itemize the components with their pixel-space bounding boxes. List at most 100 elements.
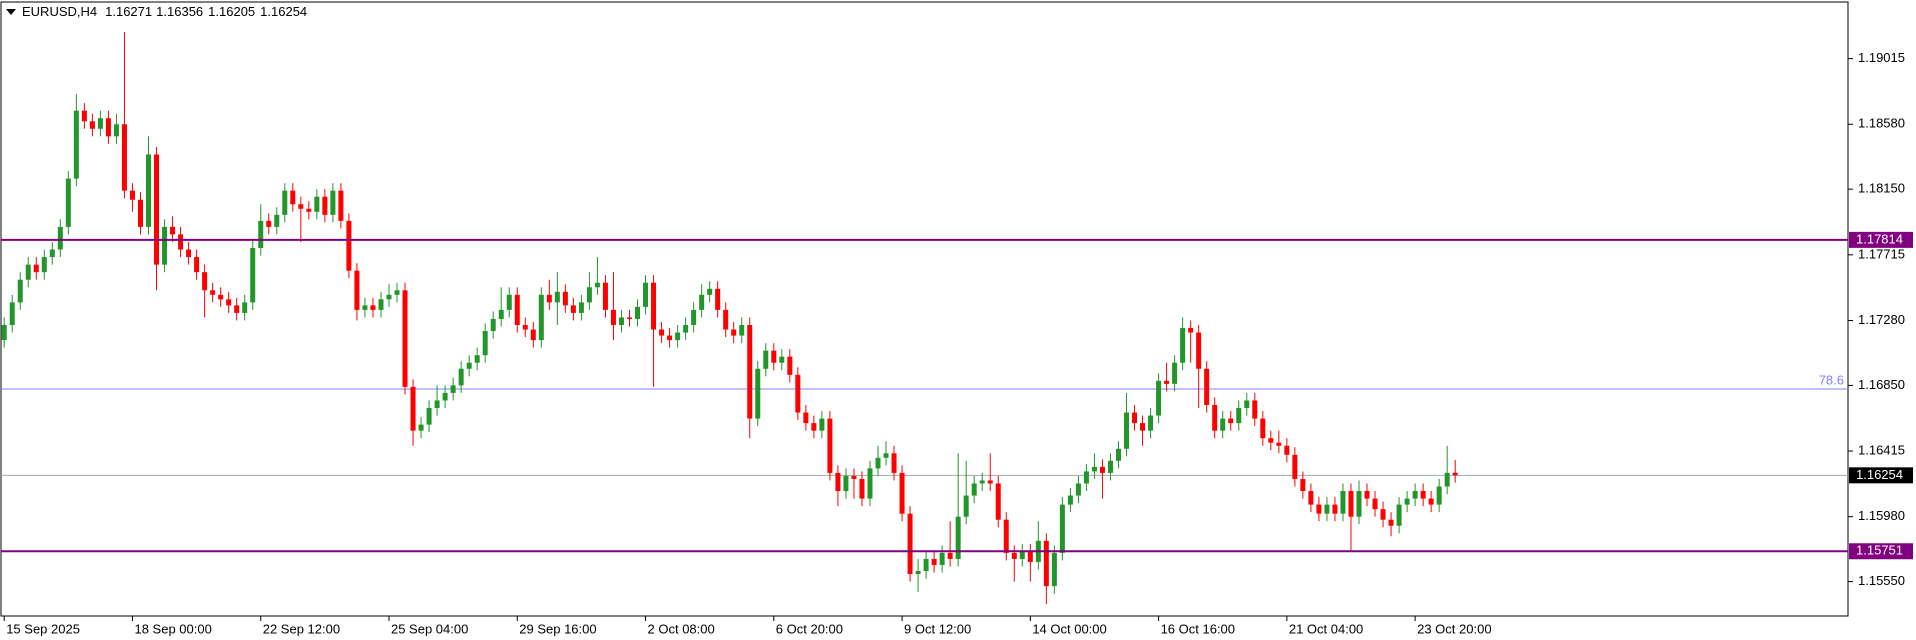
candle-body xyxy=(602,282,608,310)
x-tick-label: 18 Sep 00:00 xyxy=(134,621,211,636)
plot-frame xyxy=(0,1,1849,617)
candle-body xyxy=(747,324,753,419)
candle-body xyxy=(89,121,95,129)
candle-body xyxy=(49,249,55,258)
candle-body xyxy=(1188,328,1194,333)
fib-label: 78.6 xyxy=(1819,372,1844,387)
candle-body xyxy=(1412,491,1418,499)
y-tick-label: 1.18150 xyxy=(1858,181,1905,196)
candle-body xyxy=(474,355,480,363)
candle-body xyxy=(9,302,15,325)
candle-body xyxy=(819,418,825,431)
candle-body xyxy=(490,318,496,332)
candle-body xyxy=(1220,418,1226,431)
candle-body xyxy=(57,226,63,250)
candle-body xyxy=(210,290,216,295)
candle-body xyxy=(1300,478,1306,492)
candle-body xyxy=(795,374,801,413)
candle-body xyxy=(643,282,649,307)
candle-body xyxy=(522,324,528,330)
candle-body xyxy=(170,226,176,235)
candle-body xyxy=(1348,491,1354,517)
candle-body xyxy=(97,118,103,129)
candle-body xyxy=(875,457,881,469)
candle-body xyxy=(1324,504,1330,514)
candle-body xyxy=(715,288,721,310)
candle-body xyxy=(226,299,232,306)
candle-body xyxy=(434,400,440,409)
candle-body xyxy=(731,329,737,336)
candle-body xyxy=(1011,552,1017,559)
candle-body xyxy=(1099,466,1105,473)
candle-body xyxy=(1172,362,1178,384)
candle-body xyxy=(1156,380,1162,416)
candle-body xyxy=(570,305,576,313)
candle-body xyxy=(947,552,953,559)
candle-body xyxy=(1340,491,1346,514)
header-high: 1.16356 xyxy=(156,4,203,19)
candle-body xyxy=(1252,400,1258,419)
candle-body xyxy=(1372,498,1378,510)
candle-body xyxy=(121,124,127,191)
candle-body xyxy=(81,110,87,122)
candle-body xyxy=(1027,551,1033,562)
price-label: 1.16254 xyxy=(1856,467,1903,482)
candle-body xyxy=(899,472,905,514)
candle-body xyxy=(1196,332,1202,369)
collapse-arrow xyxy=(6,9,16,15)
candle-body xyxy=(843,475,849,492)
candle-body xyxy=(594,282,600,288)
symbol: EURUSD,H4 xyxy=(22,4,97,19)
candle-body xyxy=(298,204,304,209)
candle-body xyxy=(65,178,71,227)
candle-body xyxy=(923,558,929,572)
candle-body xyxy=(955,516,961,559)
candle-body xyxy=(234,305,240,313)
level-label: 1.15751 xyxy=(1856,543,1903,558)
header-open: 1.16271 xyxy=(105,4,152,19)
candle-body xyxy=(578,302,584,313)
candle-body xyxy=(739,324,745,336)
candle-body xyxy=(1091,466,1097,472)
candle-body xyxy=(691,309,697,325)
x-tick-label: 14 Oct 00:00 xyxy=(1032,621,1106,636)
candle-body xyxy=(17,279,23,303)
candle-body xyxy=(322,196,328,215)
header-close: 1.16254 xyxy=(260,4,307,19)
candle-body xyxy=(202,272,208,291)
candle-body xyxy=(1244,400,1250,409)
candle-body xyxy=(1115,448,1121,461)
candle-body xyxy=(1083,471,1089,484)
candle-body xyxy=(963,495,969,517)
candle-body xyxy=(683,324,689,333)
candle-body xyxy=(723,309,729,330)
candle-body xyxy=(1164,380,1170,384)
y-tick-label: 1.17715 xyxy=(1858,246,1905,261)
y-tick-label: 1.15550 xyxy=(1858,573,1905,588)
candle-body xyxy=(771,350,777,363)
level-label-box xyxy=(1849,231,1913,248)
candle-body xyxy=(891,453,897,473)
candle-body xyxy=(811,423,817,431)
candle-body xyxy=(699,294,705,310)
candle-body xyxy=(458,368,464,386)
candle-body xyxy=(1292,454,1298,479)
candle-body xyxy=(178,234,184,250)
candle-body xyxy=(883,453,889,458)
candle-body xyxy=(306,208,312,212)
y-tick-label: 1.16415 xyxy=(1858,442,1905,457)
candle-body xyxy=(330,190,336,215)
header: EURUSD,H4 1.16271 1.16356 1.16205 1.16254 xyxy=(22,4,307,19)
candle-body xyxy=(1444,472,1450,487)
candle-body xyxy=(939,552,945,565)
candle-body xyxy=(546,294,552,303)
candle-body xyxy=(73,110,79,179)
price-label-box xyxy=(1849,467,1913,484)
candle-body xyxy=(618,317,624,325)
candle-body xyxy=(1380,509,1386,520)
candle-body xyxy=(787,356,793,375)
candle-body xyxy=(154,154,160,265)
y-tick-label: 1.15980 xyxy=(1858,508,1905,523)
candle-body xyxy=(1003,519,1009,553)
